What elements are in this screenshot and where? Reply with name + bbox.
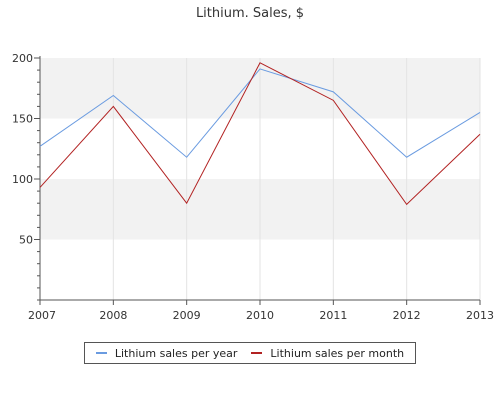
x-tick-label: 2011 [319, 309, 347, 322]
x-tick-labels: 2007 2008 2009 2010 2011 2012 2013 [28, 309, 494, 322]
axes [34, 56, 481, 305]
chart-legend: Lithium sales per year Lithium sales per… [84, 342, 416, 364]
series-lines [39, 62, 481, 206]
x-tick-label: 2012 [393, 309, 421, 322]
x-tick-label: 2010 [246, 309, 274, 322]
legend-label-month: Lithium sales per month [270, 346, 405, 360]
legend-label-year: Lithium sales per year [114, 346, 238, 360]
legend-item-month[interactable]: Lithium sales per month [251, 347, 404, 360]
x-tick-label: 2009 [173, 309, 201, 322]
legend-swatch-month [251, 352, 263, 354]
y-tick-label: 50 [19, 234, 33, 247]
series-line-month [39, 62, 481, 206]
x-tick-label: 2013 [466, 309, 494, 322]
legend-swatch-year [95, 352, 107, 354]
x-tick-label: 2008 [99, 309, 127, 322]
y-tick-label: 150 [12, 113, 33, 126]
legend-item-year[interactable]: Lithium sales per year [95, 346, 238, 360]
series-line-year [39, 68, 481, 158]
y-tick-label: 100 [12, 173, 33, 186]
x-tick-label: 2007 [28, 309, 56, 322]
y-tick-label: 200 [12, 52, 33, 65]
y-tick-labels: 50 100 150 200 [12, 52, 33, 247]
chart-title: Lithium. Sales, $ [196, 6, 304, 21]
